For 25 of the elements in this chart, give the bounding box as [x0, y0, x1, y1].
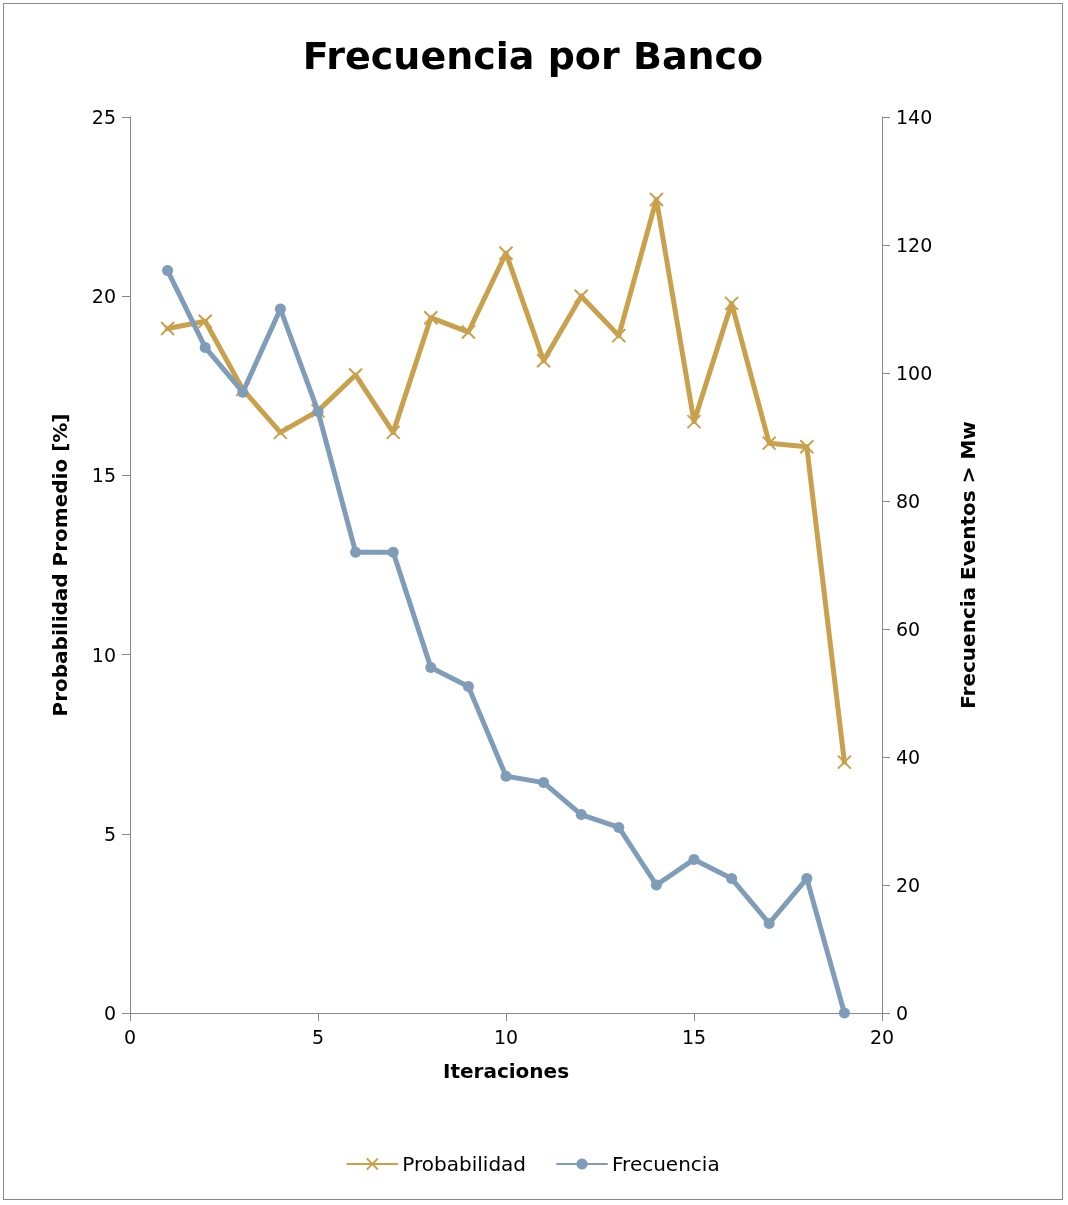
- y-tick-label: 0: [103, 1002, 116, 1024]
- y-tick-label: 10: [91, 643, 116, 666]
- legend-label: Probabilidad: [402, 1152, 527, 1176]
- x-tick-label: 5: [311, 1025, 325, 1048]
- x-tick-label: 0: [123, 1025, 137, 1048]
- y-tick-label: 25: [91, 106, 116, 128]
- y2-tick-label: 20: [896, 874, 921, 896]
- y2-tick-label: 80: [896, 490, 921, 512]
- x-tick-label: 20: [869, 1025, 895, 1048]
- y-tick-label: 20: [91, 285, 116, 308]
- y2-tick-label: 60: [896, 618, 921, 640]
- y-axis-title: Probabilidad Promedio [%]: [48, 413, 72, 717]
- legend-label: Frecuencia: [612, 1152, 720, 1176]
- y2-axis-title: Frecuencia Eventos > Mw: [956, 421, 980, 709]
- x-axis-title: Iteraciones: [442, 1059, 570, 1083]
- y-tick-label: 5: [103, 822, 116, 845]
- y2-tick-label: 120: [896, 234, 933, 256]
- y2-tick-label: 140: [896, 106, 933, 128]
- y2-tick-label: 0: [896, 1002, 909, 1024]
- y2-tick-label: 100: [896, 362, 933, 384]
- x-tick-label: 15: [681, 1025, 707, 1048]
- x-tick-label: 10: [493, 1025, 519, 1048]
- chart-title: Frecuencia por Banco: [302, 34, 764, 78]
- y2-tick-label: 40: [896, 746, 921, 768]
- y-tick-label: 15: [91, 464, 116, 487]
